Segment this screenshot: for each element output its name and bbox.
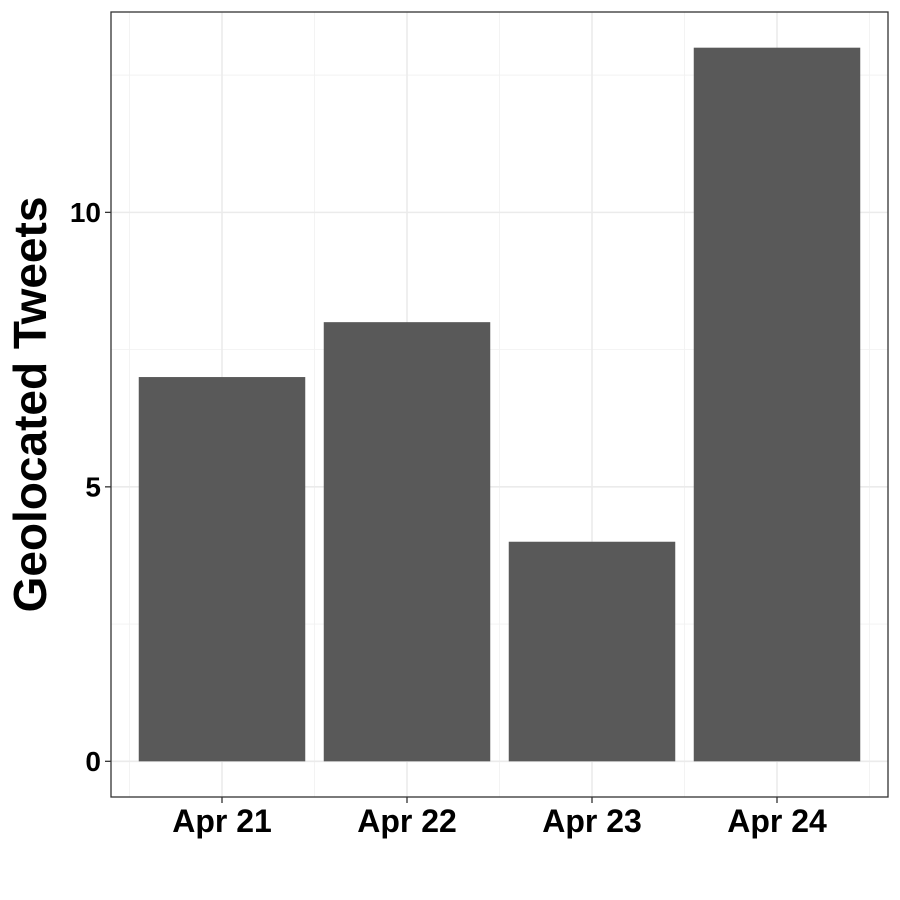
- y-tick-label: 10: [70, 197, 101, 228]
- plot-panel-border: [110, 11, 889, 798]
- bar-apr-22: [323, 322, 491, 762]
- y-axis-title: Geolocated Tweets: [4, 197, 56, 613]
- tick-marks: [105, 211, 778, 803]
- x-tick-label: Apr 21: [172, 803, 272, 839]
- y-axis-tick-labels: 0 5 10: [70, 197, 101, 777]
- y-tick-label: 0: [85, 746, 101, 777]
- x-tick-label: Apr 22: [357, 803, 457, 839]
- x-tick-label: Apr 24: [727, 803, 827, 839]
- x-tick-label: Apr 23: [542, 803, 642, 839]
- bar-apr-24: [693, 47, 861, 762]
- bar-apr-21: [138, 377, 306, 762]
- bar-apr-23: [508, 541, 676, 762]
- x-axis-tick-labels: Apr 21 Apr 22 Apr 23 Apr 24: [172, 803, 827, 839]
- y-tick-label: 5: [85, 471, 101, 502]
- bars: [138, 47, 861, 762]
